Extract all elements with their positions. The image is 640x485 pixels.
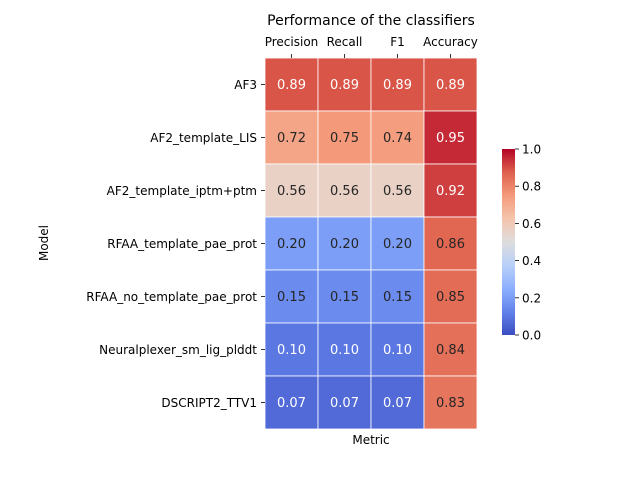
- heatmap-cells: 0.89 0.89 0.89 0.89 0.72 0.75 0.74 0.95 0.56 0.56…: [264, 57, 478, 430]
- cell-value-label: 0.89: [330, 78, 359, 93]
- y-tick-label: AF2_template_iptm+ptm: [107, 184, 257, 198]
- heatmap-cell: [423, 269, 478, 324]
- heatmap-cell: [317, 322, 372, 377]
- y-tick-label: RFAA_no_template_pae_prot: [86, 290, 257, 304]
- cell-value-label: 0.56: [330, 184, 359, 199]
- heatmap-cell: [423, 216, 478, 271]
- colorbar-tick-label: 0.0: [522, 329, 541, 343]
- cell-value-label: 0.15: [330, 290, 359, 305]
- y-axis-label: Model: [37, 225, 51, 261]
- heatmap-cell: [370, 269, 425, 324]
- heatmap-cell: [317, 269, 372, 324]
- heatmap-cell: [317, 163, 372, 218]
- colorbar-gradient: [502, 149, 515, 335]
- heatmap-cell: [264, 322, 319, 377]
- colorbar-tick-label: 0.2: [522, 291, 541, 305]
- heatmap-cell: [317, 216, 372, 271]
- cell-value-label: 0.89: [383, 78, 412, 93]
- cell-value-label: 0.83: [436, 396, 465, 411]
- x-tick-label: Recall: [327, 35, 363, 49]
- heatmap-cell: [264, 57, 319, 112]
- cell-value-label: 0.10: [330, 343, 359, 358]
- x-axis-label: Metric: [352, 433, 389, 447]
- cell-value-label: 0.85: [436, 290, 465, 305]
- colorbar-tick-label: 0.6: [522, 217, 541, 231]
- cell-value-label: 0.84: [436, 343, 465, 358]
- heatmap-cell: [423, 163, 478, 218]
- cell-value-label: 0.10: [383, 343, 412, 358]
- heatmap-cell: [423, 57, 478, 112]
- colorbar: 0.0 0.2 0.4 0.6 0.8 1.0: [502, 143, 541, 343]
- x-tick-label: F1: [390, 35, 405, 49]
- cell-value-label: 0.20: [330, 237, 359, 252]
- colorbar-tick-label: 0.4: [522, 254, 541, 268]
- cell-value-label: 0.07: [383, 396, 412, 411]
- y-tick-label: RFAA_template_pae_prot: [107, 237, 257, 251]
- cell-value-label: 0.92: [436, 184, 465, 199]
- heatmap-cell: [423, 375, 478, 430]
- cell-value-label: 0.56: [277, 184, 306, 199]
- colorbar-tick-label: 0.8: [522, 180, 541, 194]
- cell-value-label: 0.15: [277, 290, 306, 305]
- cell-value-label: 0.07: [330, 396, 359, 411]
- x-tick-label: Accuracy: [423, 35, 478, 49]
- y-tick-label: Neuralplexer_sm_lig_plddt: [99, 343, 257, 357]
- cell-value-label: 0.07: [277, 396, 306, 411]
- cell-value-label: 0.15: [383, 290, 412, 305]
- cell-value-label: 0.10: [277, 343, 306, 358]
- colorbar-tick-label: 1.0: [522, 143, 541, 157]
- heatmap-cell: [317, 110, 372, 165]
- cell-value-label: 0.75: [330, 131, 359, 146]
- cell-value-label: 0.20: [277, 237, 306, 252]
- heatmap-cell: [264, 375, 319, 430]
- chart-title: Performance of the classifiers: [267, 13, 475, 29]
- cell-value-label: 0.72: [277, 131, 306, 146]
- heatmap-cell: [317, 57, 372, 112]
- heatmap-cell: [370, 322, 425, 377]
- x-tick-label: Precision: [265, 35, 319, 49]
- x-tick-labels: Precision Recall F1 Accuracy: [265, 35, 478, 58]
- cell-value-label: 0.89: [436, 78, 465, 93]
- cell-value-label: 0.56: [383, 184, 412, 199]
- heatmap-cell: [423, 110, 478, 165]
- cell-value-label: 0.89: [277, 78, 306, 93]
- y-tick-label: AF3: [234, 78, 257, 92]
- heatmap-cell: [423, 322, 478, 377]
- y-tick-label: AF2_template_LIS: [150, 131, 257, 145]
- y-tick-labels: AF3 AF2_template_LIS AF2_template_iptm+ptm…: [86, 78, 265, 410]
- heatmap-cell: [370, 375, 425, 430]
- y-tick-label: DSCRIPT2_TTV1: [161, 396, 257, 410]
- cell-value-label: 0.20: [383, 237, 412, 252]
- cell-value-label: 0.86: [436, 237, 465, 252]
- cell-value-label: 0.74: [383, 131, 412, 146]
- cell-value-label: 0.95: [436, 131, 465, 146]
